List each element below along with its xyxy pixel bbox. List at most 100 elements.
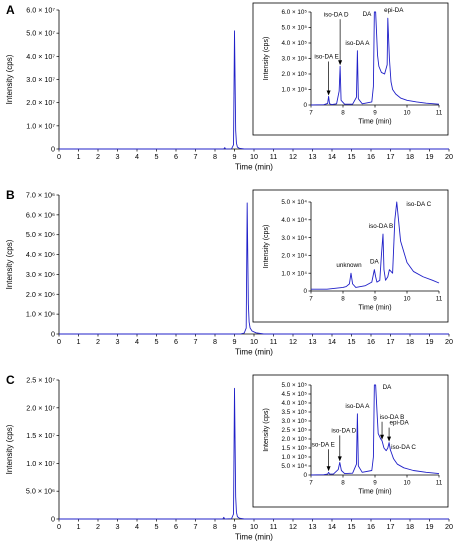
panel-c-label: C: [6, 373, 15, 387]
panel-c-x-tick-label: 3: [116, 522, 120, 531]
panel-a-y-tick-label: 1.0 × 10⁷: [26, 121, 55, 130]
panel-b-label: B: [6, 188, 15, 202]
panel-a-x-tick-label: 0: [57, 152, 61, 161]
panel-a-inset-chart: 7 8 9 10 11 0 1.0 × 10⁵ 2.0 × 10⁵ 3.0 × 10⁵ 4.0 ×…: [263, 7, 443, 125]
panel-b-x-tick-label: 9: [233, 337, 237, 346]
panel-b-y-tick-label: 4.0 × 10⁶: [26, 250, 55, 259]
panel-a-x-tick-label: 7: [194, 152, 198, 161]
panel-a-x-tick-label: 2: [96, 152, 100, 161]
panel-a-inset-x-tick-label: 8: [341, 109, 345, 116]
panel-c-x-tick-label: 10: [250, 522, 258, 531]
panel-a-x-axis-label: Time (min): [235, 162, 273, 171]
panel-b-y-tick-label: 1.0 × 10⁶: [26, 310, 55, 319]
panel-c-inset-y-tick-label: 2.0 × 10⁵: [281, 436, 307, 443]
panel-c-y-tick-label: 0: [51, 515, 55, 524]
panel-b-inset-y-tick-label: 0: [303, 288, 307, 295]
panel-a-inset-y-tick-label: 4.0 × 10⁵: [281, 40, 307, 47]
panel-c-annotation-label: iso-DA D: [331, 427, 356, 434]
panel-a-label: A: [6, 3, 15, 17]
panel-c-x-tick-label: 15: [348, 522, 356, 531]
panel-a-x-tick-label: 10: [250, 152, 258, 161]
panel-b-y-tick-label: 2.0 × 10⁶: [26, 290, 55, 299]
panel-c-x-tick-label: 16: [367, 522, 375, 531]
panel-c-inset-y-tick-label: 4.0 × 10⁵: [281, 400, 307, 407]
panel-c-arrow-head: [337, 456, 342, 462]
panel-a-arrow-head: [326, 90, 331, 96]
panel-b-x-tick-label: 17: [387, 337, 395, 346]
panel-c-x-tick-label: 4: [135, 522, 139, 531]
panel-a-inset-y-tick-label: 0: [303, 102, 307, 109]
panel-a-x-tick-label: 15: [348, 152, 356, 161]
panel-c-inset-frame: [252, 374, 449, 508]
panel-a-inset-y-tick-label: 5.0 × 10⁵: [281, 25, 307, 32]
panel-a-x-tick-label: 6: [174, 152, 178, 161]
panel-a-annotation-label: iso-DA D: [324, 11, 349, 18]
panel-a-x-tick-label: 18: [406, 152, 414, 161]
panel-c-x-tick-label: 13: [309, 522, 317, 531]
panel-b-y-tick-label: 0: [51, 330, 55, 339]
panel-b-x-tick-label: 20: [445, 337, 453, 346]
panel-b-x-axis-label: Time (min): [235, 347, 273, 356]
panel-c-inset-y-tick-label: 3.0 × 10⁵: [281, 418, 307, 425]
panel-b-inset-y-tick-label: 1.0 × 10⁴: [281, 270, 307, 277]
panel-a-inset-y-tick-label: 3.0 × 10⁵: [281, 56, 307, 63]
panel-b-inset-frame: [252, 189, 449, 323]
panel-b-x-tick-label: 16: [367, 337, 375, 346]
panel-a-x-tick-label: 17: [387, 152, 395, 161]
panel-b-x-tick-label: 3: [116, 337, 120, 346]
panel-c-y-tick-label: 5.0 × 10⁶: [26, 487, 55, 496]
panel-b-x-tick-label: 7: [194, 337, 198, 346]
panel-a-x-tick-label: 19: [426, 152, 434, 161]
panel-c-x-axis-label: Time (min): [235, 532, 273, 541]
panel-c-y-tick-label: 1.0 × 10⁷: [26, 459, 55, 468]
panel-b-x-tick-label: 10: [250, 337, 258, 346]
panel-b-inset-y-tick-label: 3.0 × 10⁴: [281, 235, 307, 242]
panel-a-inset-series-line: [310, 11, 440, 106]
panel-c-inset-y-axis-label: Intensity (cps): [263, 408, 270, 452]
panel-c-inset-y-tick-label: 2.5 × 10⁵: [281, 427, 307, 434]
panel-c-inset-series-line: [310, 384, 440, 476]
panel-c-inset-y-tick-label: 0: [303, 472, 307, 479]
panel-c-x-tick-label: 9: [233, 522, 237, 531]
panel-b-x-tick-label: 19: [426, 337, 434, 346]
panel-b-inset-x-tick-label: 7: [309, 295, 313, 302]
panel-a-x-tick-label: 14: [328, 152, 336, 161]
panel-b-x-tick-label: 12: [289, 337, 297, 346]
panel-a-annotation-label: epi-DA: [384, 7, 404, 14]
panel-c-x-tick-label: 7: [194, 522, 198, 531]
panel-a-y-tick-label: 4.0 × 10⁷: [26, 52, 55, 61]
panel-b-x-tick-label: 4: [135, 337, 139, 346]
panel-c-y-tick-label: 2.5 × 10⁷: [26, 376, 55, 385]
panel-b-y-axis-label: Intensity (cps): [5, 239, 14, 289]
panel-c-inset-y-tick-label: 1.0 × 10⁵: [281, 454, 307, 461]
panel-a-x-tick-label: 9: [233, 152, 237, 161]
panel-a-x-tick-label: 4: [135, 152, 139, 161]
panel-b-inset-x-tick-label: 8: [341, 295, 345, 302]
panel-a-annotation-label: iso-DA A: [345, 40, 370, 47]
panel-b-y-tick-label: 5.0 × 10⁶: [26, 230, 55, 239]
panel-b-x-tick-label: 2: [96, 337, 100, 346]
panel-c-annotation-label: iso-DA E: [310, 441, 335, 448]
panel-b-y-tick-label: 7.0 × 10⁶: [26, 191, 55, 200]
panel-a-x-tick-label: 13: [309, 152, 317, 161]
panel-c-inset-x-tick-label: 10: [403, 479, 411, 486]
panel-a-x-tick-label: 5: [155, 152, 159, 161]
panel-a-x-tick-label: 3: [116, 152, 120, 161]
panel-a-x-tick-label: 12: [289, 152, 297, 161]
panel-b-y-tick-label: 6.0 × 10⁶: [26, 210, 55, 219]
panel-a-inset-x-tick-label: 10: [403, 109, 411, 116]
panel-b-x-tick-label: 0: [57, 337, 61, 346]
panel-c-x-tick-label: 2: [96, 522, 100, 531]
panel-c-inset-x-axis-label: Time (min): [358, 489, 391, 496]
panel-a-x-tick-label: 11: [270, 152, 277, 161]
panel-b-inset-x-tick-label: 9: [373, 295, 377, 302]
panel-c-inset-y-tick-label: 5.0 × 10⁵: [281, 382, 307, 389]
panel-b-inset-y-axis-label: Intensity (cps): [263, 225, 270, 269]
panel-c-arrow-head: [387, 436, 392, 442]
panel-c-inset-y-tick-label: 1.5 × 10⁵: [281, 445, 307, 452]
panel-a-x-tick-label: 8: [213, 152, 217, 161]
panel-c-x-tick-label: 20: [445, 522, 453, 531]
